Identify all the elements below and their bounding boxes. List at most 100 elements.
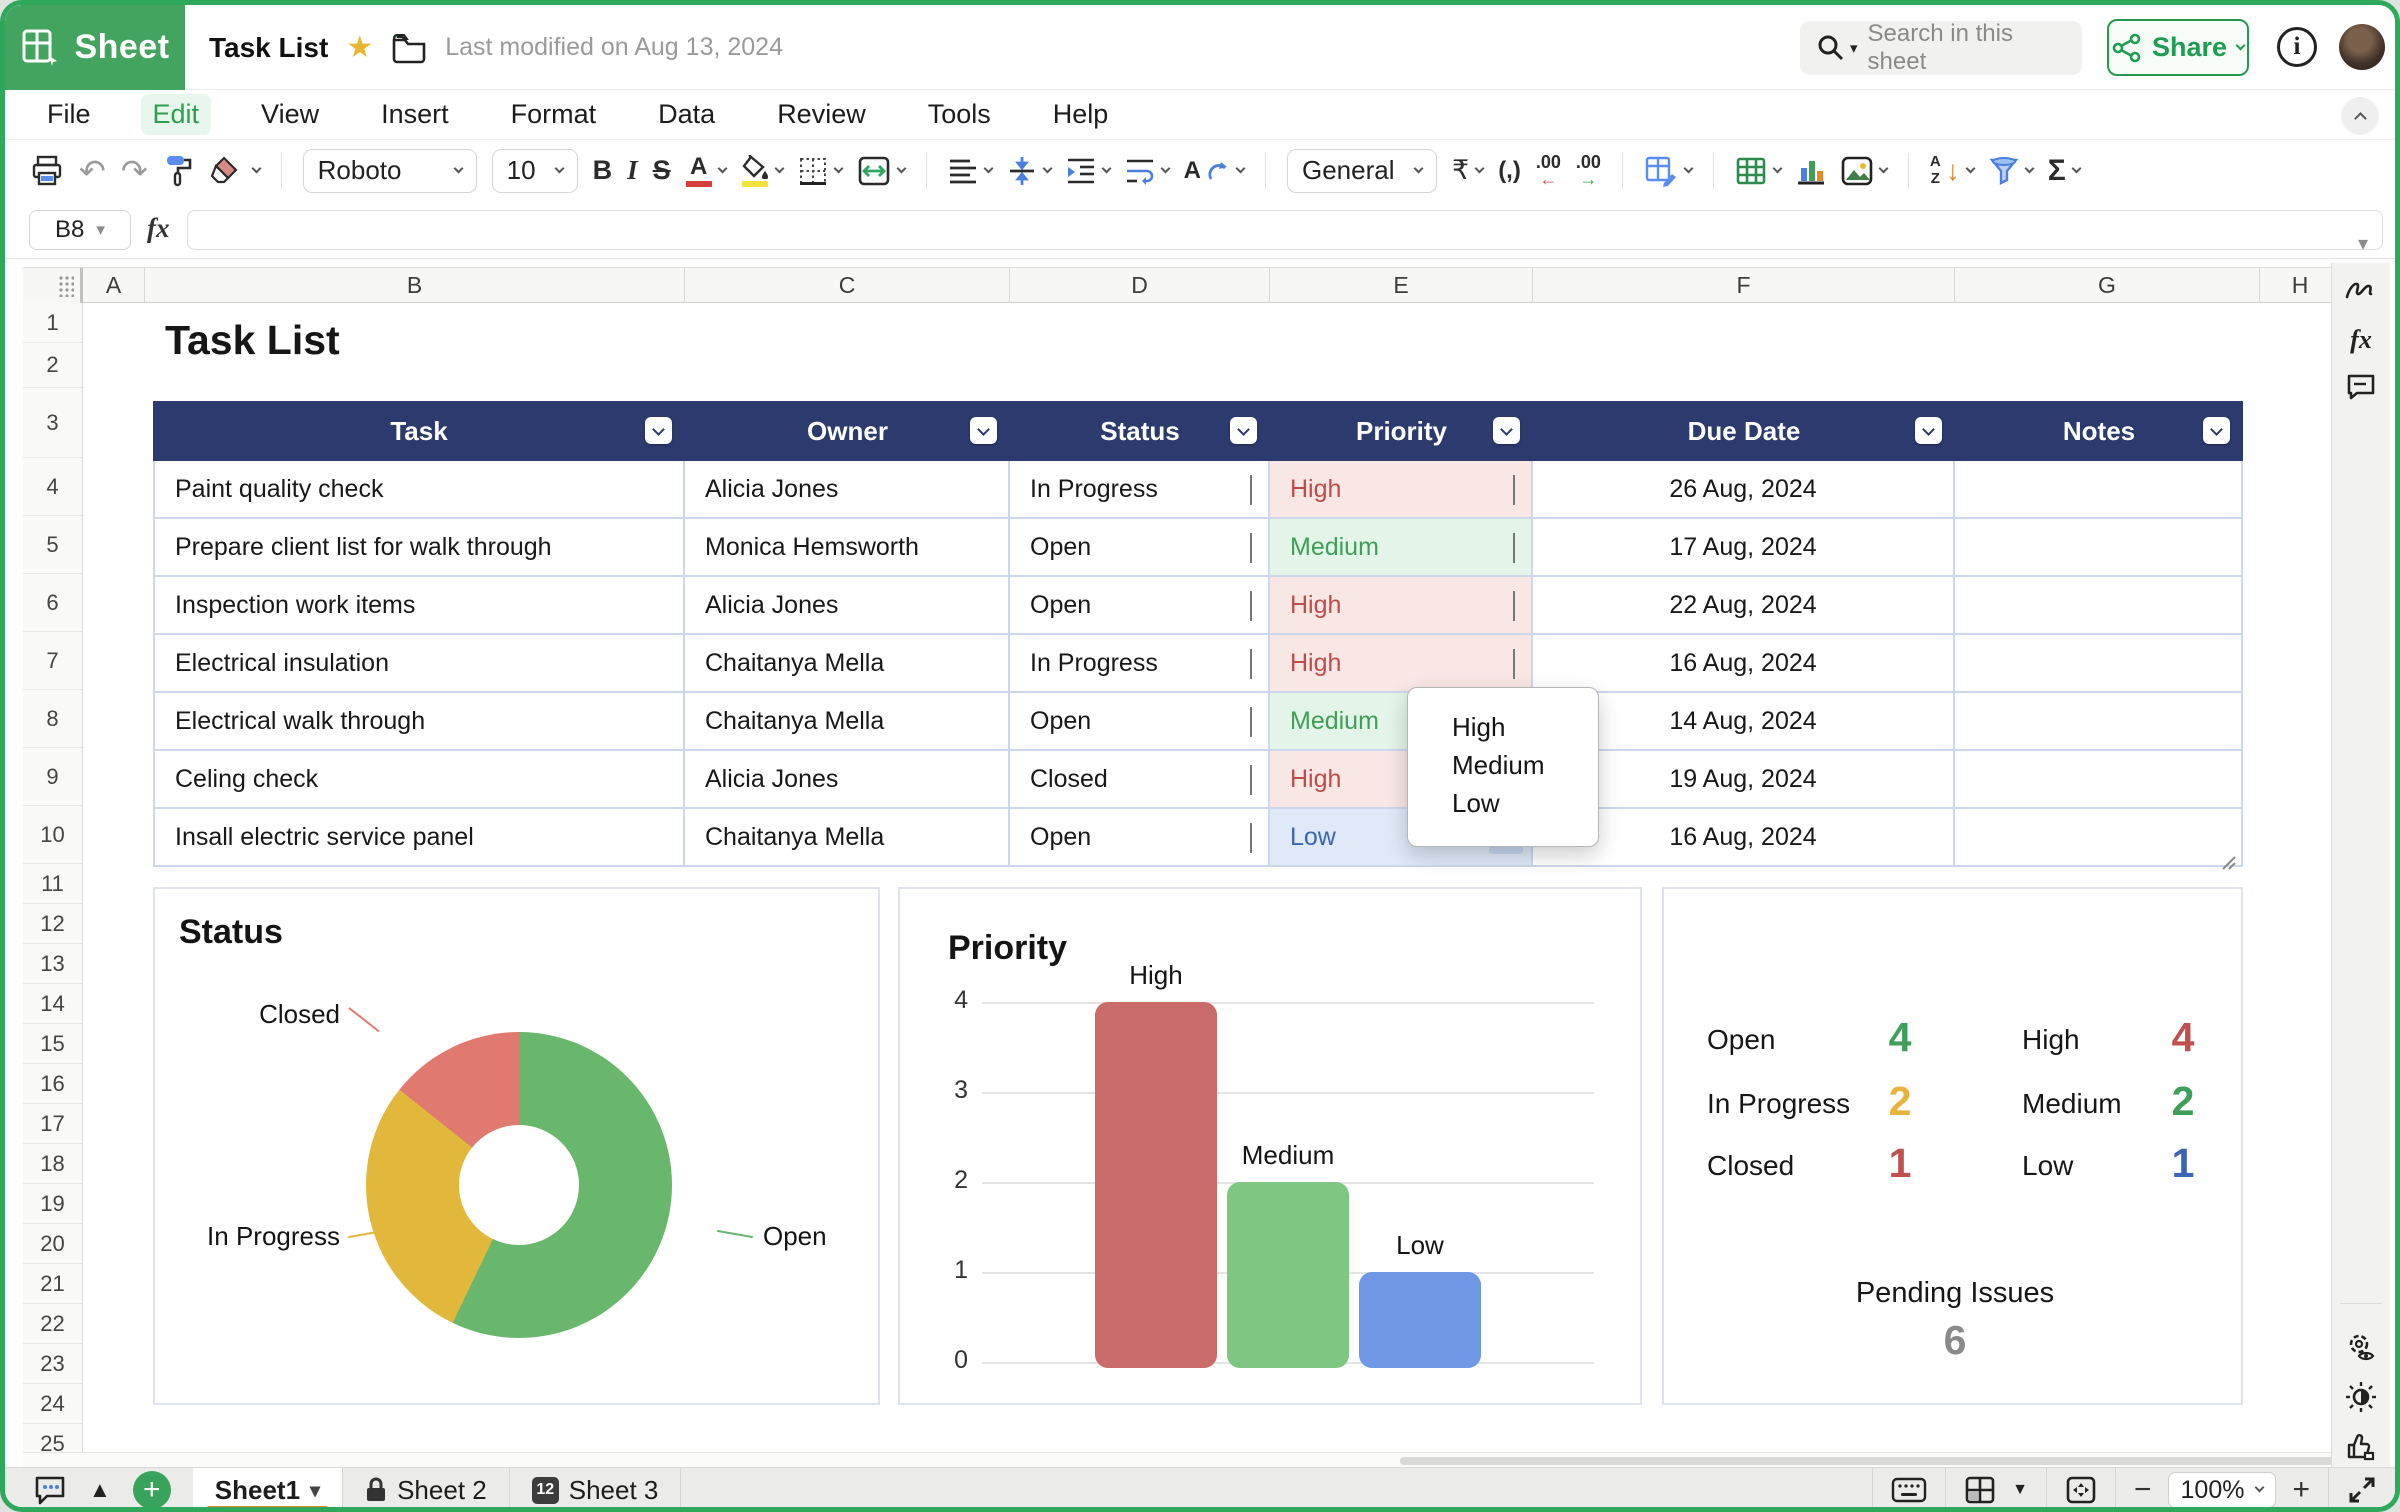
- row-header-6[interactable]: 6: [23, 574, 82, 632]
- fill-color-button[interactable]: [741, 155, 783, 187]
- sheet-tab-sheet2[interactable]: Sheet 2: [343, 1468, 510, 1512]
- cell-priority[interactable]: High: [1270, 577, 1533, 633]
- clear-format-icon[interactable]: [210, 154, 260, 188]
- column-header-E[interactable]: E: [1270, 268, 1533, 303]
- search-input[interactable]: ▾ Search in this sheet: [1800, 21, 2082, 75]
- row-header-10[interactable]: 10: [23, 806, 82, 864]
- formula-expand-caret-icon[interactable]: ▾: [2358, 231, 2368, 256]
- text-rotate-button[interactable]: A: [1184, 157, 1244, 185]
- filter-icon[interactable]: [1493, 417, 1520, 444]
- sheet-canvas[interactable]: Task List TaskOwnerStatusPriorityDue Dat…: [84, 303, 2341, 1452]
- conditional-format-button[interactable]: [1644, 155, 1692, 187]
- cell-owner[interactable]: Chaitanya Mella: [685, 635, 1010, 691]
- row-header-5[interactable]: 5: [23, 516, 82, 574]
- cell-owner[interactable]: Alicia Jones: [685, 577, 1010, 633]
- cell-task[interactable]: Insall electric service panel: [153, 809, 685, 865]
- menu-format[interactable]: Format: [499, 94, 609, 135]
- row-header-23[interactable]: 23: [23, 1344, 82, 1384]
- insert-image-button[interactable]: [1841, 156, 1887, 186]
- cell-status[interactable]: Open: [1010, 809, 1270, 865]
- search-scope-caret-icon[interactable]: ▾: [1850, 39, 1858, 57]
- cell-status[interactable]: In Progress: [1010, 635, 1270, 691]
- menu-view[interactable]: View: [249, 94, 331, 135]
- filter-icon[interactable]: [1230, 417, 1257, 444]
- dropdown-option-high[interactable]: High: [1452, 708, 1598, 746]
- filter-icon[interactable]: [970, 417, 997, 444]
- menu-insert[interactable]: Insert: [369, 94, 461, 135]
- filter-icon[interactable]: [1915, 417, 1942, 444]
- row-header-15[interactable]: 15: [23, 1024, 82, 1064]
- cell-task[interactable]: Electrical insulation: [153, 635, 685, 691]
- priority-dropdown-chevron-icon[interactable]: [1513, 533, 1515, 562]
- functions-panel-icon[interactable]: fx: [2332, 325, 2390, 355]
- cell-due-date[interactable]: 26 Aug, 2024: [1533, 461, 1955, 517]
- menu-tools[interactable]: Tools: [916, 94, 1003, 135]
- cell-task[interactable]: Paint quality check: [153, 461, 685, 517]
- status-dropdown-chevron-icon[interactable]: [1250, 823, 1252, 852]
- borders-button[interactable]: [798, 156, 842, 186]
- cell-owner[interactable]: Alicia Jones: [685, 751, 1010, 807]
- decrease-decimal-button[interactable]: .00←: [1536, 153, 1561, 188]
- row-header-24[interactable]: 24: [23, 1384, 82, 1424]
- bar-low[interactable]: [1359, 1272, 1481, 1368]
- folder-icon[interactable]: [391, 32, 427, 64]
- fullscreen-button[interactable]: [2328, 1468, 2395, 1512]
- filter-button[interactable]: [1989, 156, 2033, 186]
- row-header-3[interactable]: 3: [23, 388, 82, 458]
- column-header-D[interactable]: D: [1010, 268, 1270, 303]
- cell-status[interactable]: Open: [1010, 693, 1270, 749]
- cell-task[interactable]: Electrical walk through: [153, 693, 685, 749]
- filter-icon[interactable]: [645, 417, 672, 444]
- row-header-13[interactable]: 13: [23, 944, 82, 984]
- row-header-11[interactable]: 11: [23, 864, 82, 904]
- row-header-17[interactable]: 17: [23, 1104, 82, 1144]
- row-header-2[interactable]: 2: [23, 343, 82, 388]
- row-header-20[interactable]: 20: [23, 1224, 82, 1264]
- feedback-icon[interactable]: [2332, 1431, 2390, 1461]
- document-title[interactable]: Task List: [209, 32, 328, 64]
- row-header-25[interactable]: 25: [23, 1424, 82, 1452]
- strikethrough-button[interactable]: S: [653, 155, 671, 186]
- status-dropdown-chevron-icon[interactable]: [1250, 475, 1252, 504]
- menu-data[interactable]: Data: [646, 94, 727, 135]
- cell-task[interactable]: Inspection work items: [153, 577, 685, 633]
- vertical-align-button[interactable]: [1007, 155, 1051, 187]
- horizontal-scrollbar-thumb[interactable]: [1400, 1457, 2335, 1465]
- sheet-tab-caret-icon[interactable]: ▾: [310, 1478, 320, 1503]
- filter-icon[interactable]: [2203, 417, 2230, 444]
- horizontal-align-button[interactable]: [948, 157, 992, 185]
- sheet-list-button[interactable]: ▲: [89, 1477, 111, 1503]
- column-header-B[interactable]: B: [145, 268, 685, 303]
- cell-name-box[interactable]: B8 ▾: [29, 210, 131, 250]
- font-family-select[interactable]: Roboto: [303, 149, 477, 193]
- menu-edit[interactable]: Edit: [141, 94, 212, 135]
- row-header-19[interactable]: 19: [23, 1184, 82, 1224]
- formula-sum-button[interactable]: Σ: [2048, 154, 2080, 188]
- select-all-corner[interactable]: [23, 268, 83, 303]
- row-header-18[interactable]: 18: [23, 1144, 82, 1184]
- cell-notes[interactable]: [1955, 635, 2243, 691]
- shortcut-keys-button[interactable]: [1872, 1468, 1945, 1512]
- format-painter-icon[interactable]: [163, 153, 195, 189]
- text-color-button[interactable]: A: [686, 155, 726, 187]
- cell-status[interactable]: Open: [1010, 519, 1270, 575]
- status-dropdown-chevron-icon[interactable]: [1250, 591, 1252, 620]
- menu-review[interactable]: Review: [765, 94, 878, 135]
- currency-format-button[interactable]: ₹: [1452, 155, 1483, 186]
- cell-due-date[interactable]: 22 Aug, 2024: [1533, 577, 1955, 633]
- zoom-in-button[interactable]: +: [2292, 1473, 2310, 1507]
- cell-notes[interactable]: [1955, 809, 2243, 865]
- cell-task[interactable]: Prepare client list for walk through: [153, 519, 685, 575]
- priority-chart-card[interactable]: Priority 43210HighMediumLow: [898, 887, 1642, 1405]
- priority-dropdown-chevron-icon[interactable]: [1513, 649, 1515, 678]
- sort-button[interactable]: AZ ↓: [1930, 154, 1974, 187]
- cell-notes[interactable]: [1955, 693, 2243, 749]
- collapse-toolbar-button[interactable]: [2341, 97, 2379, 135]
- sheet-tab-sheet1[interactable]: Sheet1▾: [193, 1468, 343, 1512]
- cell-owner[interactable]: Chaitanya Mella: [685, 693, 1010, 749]
- add-sheet-button[interactable]: +: [133, 1471, 171, 1509]
- cell-task[interactable]: Celing check: [153, 751, 685, 807]
- row-header-14[interactable]: 14: [23, 984, 82, 1024]
- status-dropdown-chevron-icon[interactable]: [1250, 765, 1252, 794]
- fit-to-screen-button[interactable]: [2046, 1468, 2115, 1512]
